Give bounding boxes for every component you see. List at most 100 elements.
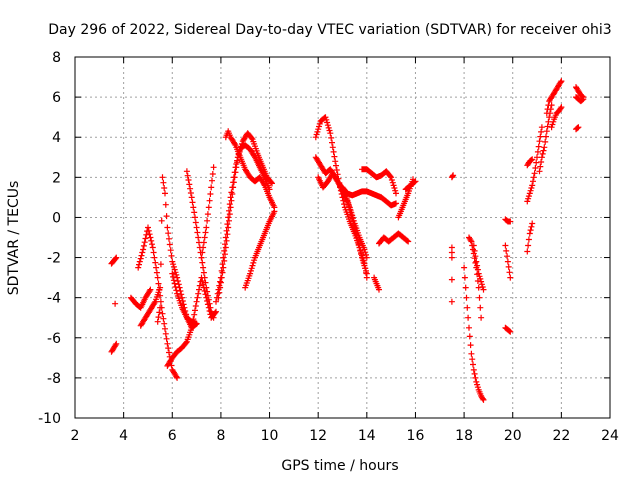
- series-arc-5.0: [137, 284, 164, 329]
- x-tick-label: 12: [309, 428, 327, 444]
- series-arc-14.4: [371, 274, 382, 293]
- series-arc-12c: [315, 170, 370, 277]
- series-arc-19.8: [502, 216, 514, 225]
- series-arc-4.7: [135, 224, 181, 381]
- series-arc-19.9: [502, 324, 514, 335]
- series-arc-19.85: [502, 242, 514, 281]
- series-arc-6.1: [169, 270, 200, 327]
- x-tick-label: 24: [601, 428, 619, 444]
- series-arc-13.9: [359, 166, 399, 197]
- y-tick-label: 6: [52, 90, 61, 106]
- x-tick-label: 14: [358, 428, 376, 444]
- data-point-markers: [127, 286, 154, 311]
- axis-ticks: [74, 56, 611, 419]
- grid: [75, 57, 610, 418]
- x-tick-label: 10: [261, 428, 279, 444]
- series-arc-14.8: [376, 230, 412, 247]
- series-arc-18b: [466, 234, 485, 321]
- data-point-markers: [135, 224, 181, 381]
- plot-frame: [74, 56, 611, 419]
- data-point-markers: [470, 242, 487, 293]
- data-point-markers: [573, 94, 587, 105]
- data-point-markers: [502, 324, 514, 335]
- series-arc-7.6: [198, 164, 217, 261]
- data-point-markers: [548, 104, 565, 131]
- data-point-markers: [315, 170, 370, 277]
- series-arc-20.75: [524, 220, 536, 255]
- series-arc-22.65: [573, 124, 582, 133]
- data-point-markers: [402, 178, 419, 193]
- data-point-markers: [448, 244, 455, 305]
- y-tick-labels: -10 -8 -6 -4 -2 0 2 4 6 8: [38, 50, 61, 427]
- series-arc-18c: [470, 242, 487, 293]
- series-arc-4.4: [127, 286, 154, 311]
- y-tick-label: 8: [52, 50, 61, 66]
- data-point-markers: [448, 172, 457, 181]
- data-point-markers: [215, 130, 275, 301]
- y-tick-label: -6: [47, 331, 61, 347]
- series-arc-22.7a: [573, 84, 587, 101]
- data-point-markers: [198, 164, 217, 261]
- x-axis-label: GPS time / hours: [281, 458, 398, 474]
- y-tick-label: -4: [47, 291, 61, 307]
- data-point-markers: [242, 208, 278, 291]
- y-tick-label: -10: [38, 411, 61, 427]
- data-point-markers: [524, 124, 545, 205]
- series-arc-15.8: [402, 178, 419, 193]
- series-arc-18a: [461, 264, 487, 403]
- data-point-markers: [376, 230, 412, 247]
- y-tick-label: 0: [52, 210, 61, 226]
- x-tick-label: 8: [216, 428, 225, 444]
- y-tick-label: -2: [47, 251, 61, 267]
- data-point-markers: [112, 300, 119, 307]
- data-point-markers: [461, 264, 487, 403]
- x-tick-label: 18: [455, 428, 473, 444]
- data-point-markers: [222, 128, 278, 211]
- x-tick-labels: 2 4 6 8 10 12 14 16 18 20 22 24: [71, 428, 619, 444]
- data-point-markers: [108, 254, 120, 267]
- y-tick-label: 4: [52, 130, 61, 146]
- x-tick-label: 2: [71, 428, 80, 444]
- series-arc-7.9: [215, 130, 275, 301]
- data-point-markers: [543, 78, 565, 117]
- x-tick-label: 20: [504, 428, 522, 444]
- x-tick-label: 6: [168, 428, 177, 444]
- series-arc-21.3: [536, 102, 555, 175]
- data-point-markers: [371, 274, 382, 293]
- series-arc-22.7b: [573, 94, 587, 105]
- y-axis-label: SDTVAR / TECUs: [6, 181, 22, 296]
- series-arc-3.5b: [108, 340, 120, 355]
- data-point-markers: [573, 84, 587, 101]
- series-arc-9.0: [242, 208, 278, 291]
- x-tick-label: 22: [552, 428, 570, 444]
- x-tick-label: 16: [407, 428, 425, 444]
- series-arc-8.4: [222, 128, 278, 211]
- data-point-markers: [359, 166, 399, 197]
- series-arc-3.65: [112, 300, 119, 307]
- data-point-markers: [137, 284, 164, 329]
- series-arc-20.8: [524, 124, 545, 205]
- data-point-markers: [524, 220, 536, 255]
- series-arc-17.55: [448, 244, 455, 305]
- chart-title: Day 296 of 2022, Sidereal Day-to-day VTE…: [48, 22, 611, 38]
- y-tick-label: -8: [47, 371, 61, 387]
- data-point-markers: [536, 102, 555, 175]
- series-arc-21.8: [548, 104, 565, 131]
- y-tick-label: 2: [52, 170, 61, 186]
- series-arc-20.7: [524, 156, 536, 169]
- data-point-markers: [339, 184, 399, 209]
- series-arc-17.5: [448, 172, 457, 181]
- data-point-markers: [502, 216, 514, 225]
- series-arc-3.5a: [108, 254, 120, 267]
- series-arc-13.2: [339, 184, 399, 209]
- data-marks: [108, 78, 587, 403]
- x-tick-label: 4: [119, 428, 128, 444]
- data-point-markers: [169, 270, 200, 327]
- series-arc-21.6: [543, 78, 565, 117]
- data-point-markers: [573, 124, 582, 133]
- data-point-markers: [108, 340, 120, 355]
- data-point-markers: [466, 234, 485, 321]
- data-point-markers: [502, 242, 514, 281]
- data-point-markers: [524, 156, 536, 169]
